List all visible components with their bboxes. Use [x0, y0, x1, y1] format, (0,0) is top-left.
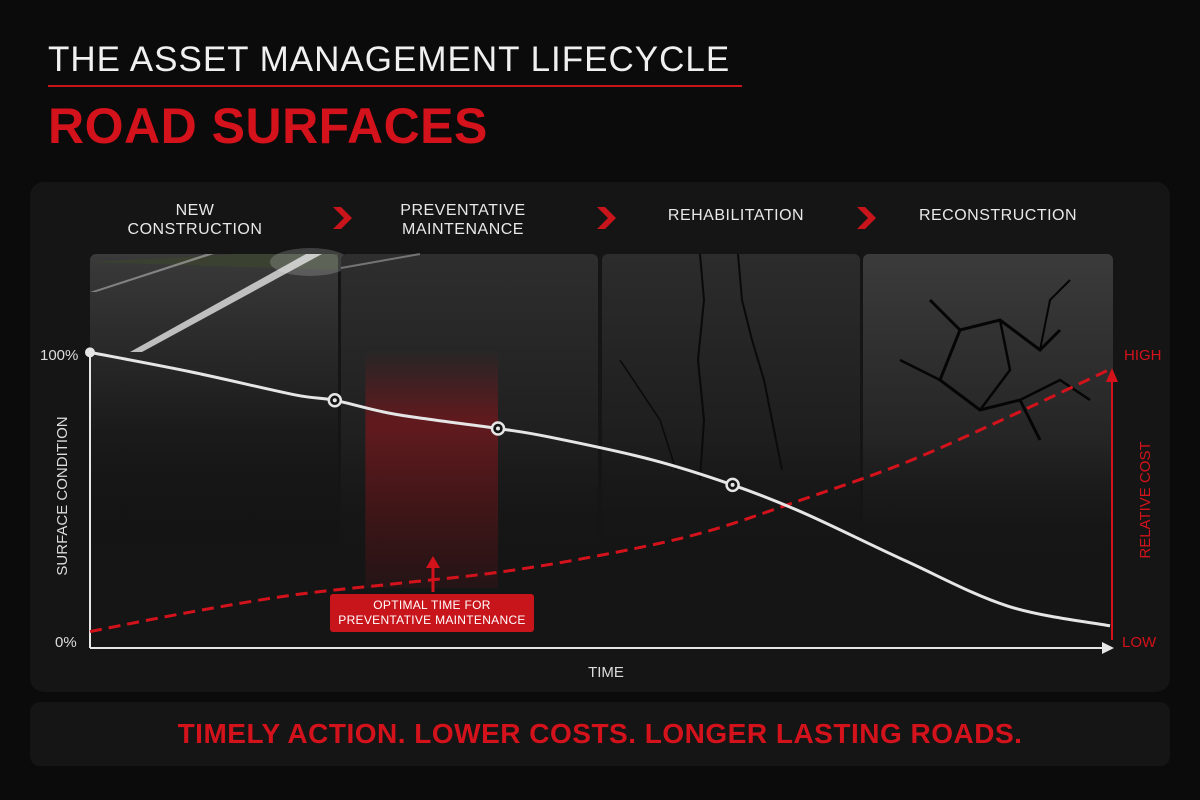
page-subtitle: ROAD SURFACES [48, 98, 488, 154]
optimal-window-highlight [365, 350, 498, 588]
axes [89, 350, 1118, 654]
chevron-right-icon [333, 207, 352, 229]
y-tick-max: 100% [40, 347, 78, 364]
condition-start-point [85, 347, 95, 358]
condition-marker-dot-2 [496, 426, 500, 431]
stage-2-label-line2: MAINTENANCE [402, 221, 524, 238]
x-axis-arrow-icon [1102, 642, 1114, 654]
condition-marker-dot-1 [332, 398, 337, 403]
x-axis-label: TIME [588, 664, 624, 681]
chevron-right-icon [597, 207, 616, 229]
y2-tick-min: LOW [1122, 634, 1157, 651]
condition-markers [85, 347, 740, 493]
callout-line1: OPTIMAL TIME FOR [373, 598, 491, 612]
y-tick-min: 0% [55, 634, 77, 651]
optimal-time-callout: OPTIMAL TIME FOR PREVENTATIVE MAINTENANC… [330, 594, 534, 632]
stage-1-label-line1: NEW [176, 202, 215, 219]
callout-line2: PREVENTATIVE MAINTENANCE [338, 613, 526, 627]
stage-labels: NEW CONSTRUCTION PREVENTATIVE MAINTENANC… [128, 202, 1077, 238]
stage-2-label-line1: PREVENTATIVE [400, 202, 525, 219]
y2-tick-max: HIGH [1124, 347, 1162, 364]
y2-axis-arrow-icon [1106, 368, 1118, 382]
condition-marker-dot-3 [730, 482, 735, 487]
header: THE ASSET MANAGEMENT LIFECYCLE ROAD SURF… [48, 42, 748, 151]
page-title: THE ASSET MANAGEMENT LIFECYCLE [48, 42, 742, 87]
arrow-up-icon [426, 556, 440, 568]
surface-condition-line [89, 350, 1111, 628]
footer: TIMELY ACTION. LOWER COSTS. LONGER LASTI… [30, 702, 1170, 766]
road-images [90, 248, 1120, 560]
relative-cost-line [89, 367, 1111, 634]
stage-1-label-line2: CONSTRUCTION [128, 221, 263, 238]
stage-4-label: RECONSTRUCTION [919, 207, 1077, 224]
y2-axis-label: RELATIVE COST [1137, 441, 1154, 558]
footer-tagline: TIMELY ACTION. LOWER COSTS. LONGER LASTI… [177, 718, 1023, 749]
y-axis-label: SURFACE CONDITION [54, 416, 71, 575]
stage-chevrons [333, 207, 876, 229]
stage-3-label: REHABILITATION [668, 207, 804, 224]
chevron-right-icon [857, 207, 876, 229]
callout-arrow [426, 556, 440, 592]
